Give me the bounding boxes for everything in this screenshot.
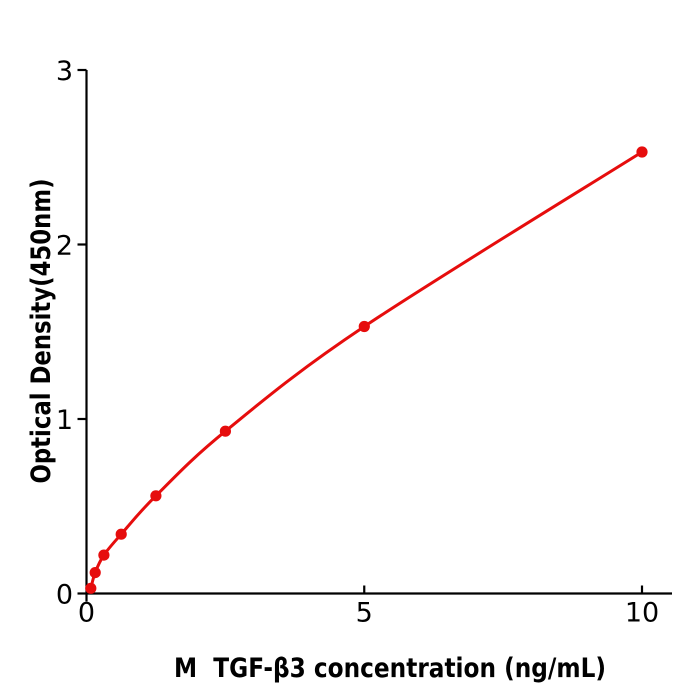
data-point xyxy=(115,528,127,540)
y-tick-label: 1 xyxy=(56,405,73,436)
y-tick-label: 3 xyxy=(56,56,73,87)
y-axis-ticks: 0 1 2 3 xyxy=(56,56,87,611)
x-tick-label: 10 xyxy=(625,598,659,629)
y-axis-title: Optical Density(450nm) xyxy=(26,179,57,484)
x-axis-title: M TGF-β3 concentration (ng/mL) xyxy=(174,653,606,684)
data-point xyxy=(636,146,648,158)
data-point xyxy=(98,549,110,561)
x-tick-label: 0 xyxy=(78,598,95,629)
curve-line xyxy=(89,150,643,589)
data-point xyxy=(219,425,231,437)
y-tick-label: 2 xyxy=(56,231,73,262)
data-point xyxy=(150,490,162,502)
x-tick-label: 5 xyxy=(356,598,373,629)
data-point xyxy=(85,582,97,594)
data-point xyxy=(358,320,370,333)
x-axis-ticks: 0 5 10 xyxy=(78,585,659,629)
data-point xyxy=(89,567,101,579)
data-points xyxy=(85,146,648,594)
axes: 0 1 2 3 0 5 10 xyxy=(56,56,672,629)
y-tick-label: 0 xyxy=(56,580,73,611)
